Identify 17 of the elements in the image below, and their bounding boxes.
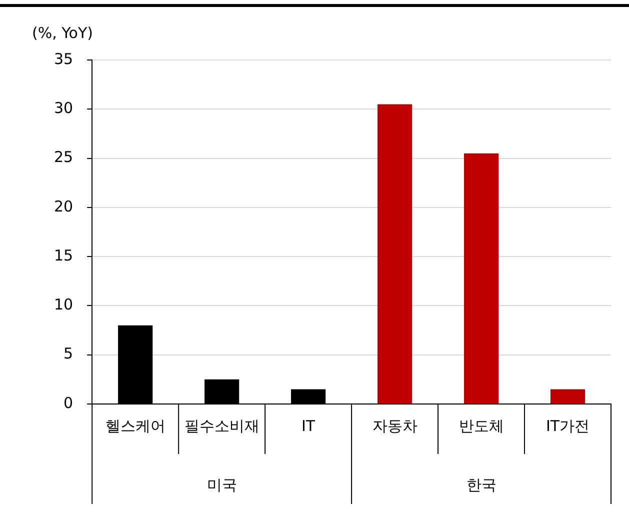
x-tick-label: 자동차 [372,416,418,435]
text: 한국 [466,476,496,494]
y-tick-label: 5 [64,344,74,363]
y-tick-label: 15 [54,246,74,264]
text: 미국 [206,476,237,494]
y-tick-label: 0 [64,394,74,412]
y-tick-label: 30 [54,99,74,118]
y-tick-label: 10 [54,296,74,314]
x-tick-label: 반도체 [458,416,504,435]
x-tick-label: 필수소비재 [184,416,260,435]
y-tick-label: 35 [54,50,74,68]
x-tick-label: IT [302,416,316,435]
y-tick-label: 25 [54,148,74,166]
x-tick-label: 헬스케어 [105,416,166,435]
x-tick-label: IT가전 [546,416,590,435]
y-axis-title: (%, YoY) [32,24,94,42]
y-tick-label: 20 [54,197,74,216]
